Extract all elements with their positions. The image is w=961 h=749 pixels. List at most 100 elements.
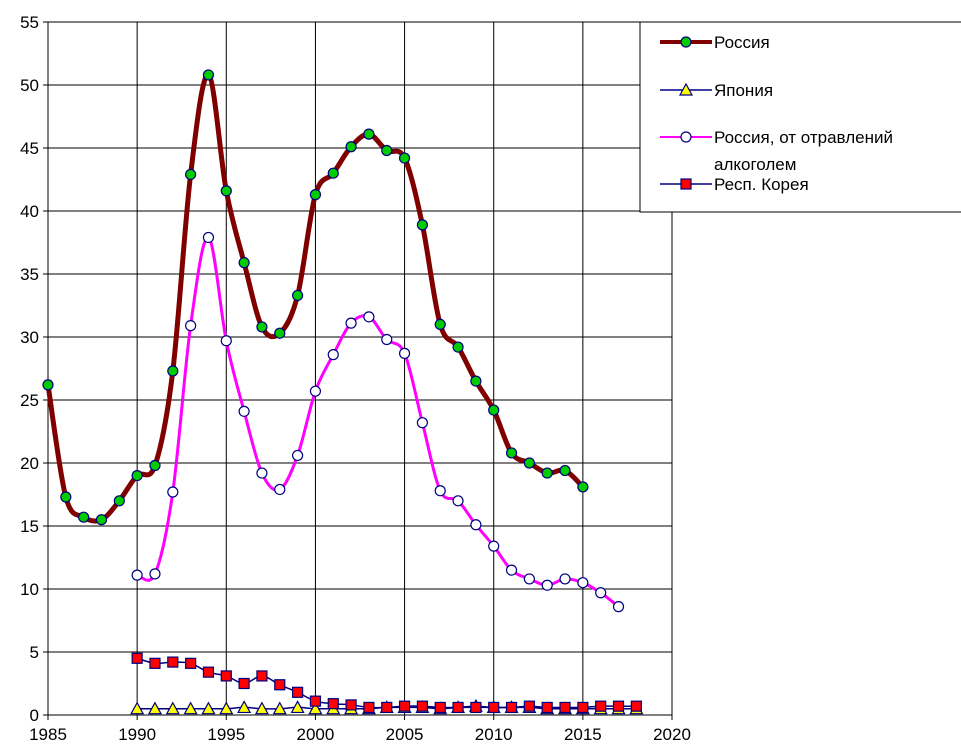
data-point — [185, 320, 197, 332]
data-point — [201, 701, 216, 715]
data-point — [398, 152, 411, 164]
series-layer — [42, 69, 644, 715]
series-1 — [42, 69, 589, 526]
data-point — [167, 365, 179, 377]
data-point — [274, 679, 286, 691]
y-tick-label: 20 — [20, 454, 39, 473]
data-point — [612, 601, 625, 613]
data-point — [290, 700, 305, 714]
legend-item — [660, 131, 712, 143]
legend-label-line: Россия, от отравлений — [714, 128, 893, 147]
data-point — [149, 568, 161, 580]
data-point — [345, 141, 357, 153]
data-point — [630, 700, 642, 712]
data-point — [274, 327, 286, 339]
data-point — [363, 128, 375, 140]
series-line — [135, 235, 620, 609]
grid-lines — [47, 21, 673, 716]
data-point — [327, 349, 339, 361]
y-tick-label: 5 — [30, 643, 39, 662]
data-point — [238, 677, 250, 690]
data-point — [595, 700, 607, 712]
data-point — [149, 459, 161, 472]
data-point — [541, 579, 553, 591]
data-point — [488, 540, 500, 552]
data-point — [238, 257, 250, 269]
data-point — [131, 652, 143, 664]
legend-marker — [680, 131, 692, 143]
series-3 — [131, 231, 625, 613]
data-point — [237, 700, 252, 714]
data-point — [167, 656, 179, 668]
data-point — [398, 347, 411, 359]
data-point — [292, 686, 304, 698]
x-axis: 1985 1990 1995 2000 2005 2010 2015 2020 — [29, 715, 691, 744]
y-tick-label: 30 — [20, 328, 39, 347]
data-point — [523, 573, 535, 585]
data-point — [60, 491, 72, 503]
data-point — [523, 700, 535, 712]
data-point — [381, 701, 393, 714]
x-tick-label: 2020 — [653, 725, 691, 744]
data-point — [452, 495, 464, 507]
data-point — [416, 417, 428, 429]
data-point — [416, 700, 428, 712]
data-point — [131, 470, 143, 482]
legend-marker — [680, 36, 692, 48]
data-point — [577, 481, 589, 493]
y-tick-label: 50 — [20, 76, 39, 95]
data-point — [130, 701, 145, 715]
data-point — [470, 701, 482, 714]
data-point — [113, 495, 125, 507]
data-point — [541, 701, 553, 714]
data-point — [327, 698, 339, 710]
data-point — [220, 185, 232, 197]
legend-item — [660, 36, 712, 48]
data-point — [381, 144, 393, 157]
data-point — [147, 701, 162, 715]
data-point — [577, 701, 589, 714]
data-point — [220, 335, 232, 347]
data-point — [219, 701, 234, 715]
data-point — [559, 573, 571, 585]
y-tick-label: 35 — [20, 265, 39, 284]
data-point — [523, 457, 535, 469]
legend-item — [660, 82, 712, 96]
y-tick-label: 15 — [20, 517, 39, 536]
data-point — [131, 569, 143, 581]
data-point — [434, 485, 446, 497]
data-point — [254, 701, 269, 715]
data-point — [272, 701, 287, 715]
x-tick-label: 2015 — [564, 725, 602, 744]
data-point — [256, 467, 268, 479]
legend-marker — [678, 82, 694, 96]
y-tick-label: 45 — [20, 139, 39, 158]
data-point — [488, 404, 500, 416]
data-point — [595, 587, 607, 599]
legend-marker — [680, 178, 692, 190]
data-point — [452, 341, 464, 353]
data-point — [363, 701, 375, 714]
data-point — [309, 695, 322, 707]
data-point — [416, 219, 428, 231]
legend-label: Россия, от отравлений алкоголем — [714, 128, 893, 174]
data-point — [398, 700, 411, 712]
x-tick-label: 2005 — [386, 725, 424, 744]
data-point — [434, 318, 446, 330]
data-point — [559, 701, 571, 714]
data-point — [42, 379, 54, 391]
data-point — [505, 701, 518, 714]
legend-label: Россия — [714, 33, 770, 52]
data-point — [505, 447, 518, 459]
data-point — [185, 657, 197, 669]
data-point — [95, 514, 108, 526]
data-point — [470, 519, 482, 531]
y-tick-label: 10 — [20, 580, 39, 599]
legend-label: Япония — [714, 81, 773, 100]
y-tick-label: 0 — [30, 706, 39, 725]
data-point — [149, 657, 161, 669]
data-point — [505, 564, 518, 576]
data-point — [541, 467, 553, 479]
data-point — [308, 701, 323, 715]
series-4 — [131, 652, 642, 714]
